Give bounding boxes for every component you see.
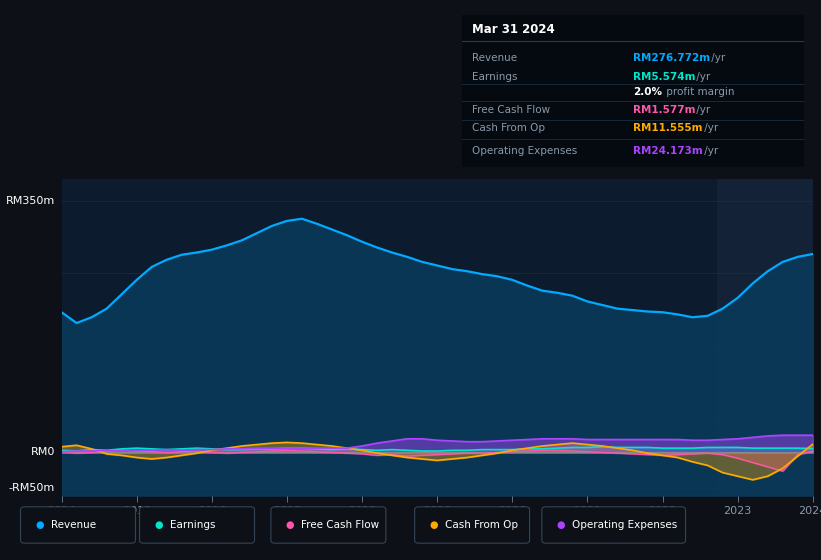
Text: Operating Expenses: Operating Expenses <box>472 146 577 156</box>
Text: Free Cash Flow: Free Cash Flow <box>472 105 550 115</box>
Text: Free Cash Flow: Free Cash Flow <box>301 520 379 530</box>
Text: RM350m: RM350m <box>6 196 55 206</box>
Text: RM0: RM0 <box>30 447 55 458</box>
Text: 2.0%: 2.0% <box>633 87 662 97</box>
Text: ●: ● <box>286 520 294 530</box>
Text: Mar 31 2024: Mar 31 2024 <box>472 23 555 36</box>
Text: /yr: /yr <box>700 146 718 156</box>
Text: ●: ● <box>35 520 44 530</box>
Text: RM276.772m: RM276.772m <box>633 53 710 63</box>
Text: RM5.574m: RM5.574m <box>633 72 695 82</box>
Text: /yr: /yr <box>693 105 710 115</box>
Bar <box>717 179 813 496</box>
Text: Earnings: Earnings <box>472 72 518 82</box>
Text: /yr: /yr <box>700 123 718 133</box>
Text: Revenue: Revenue <box>472 53 517 63</box>
Text: profit margin: profit margin <box>663 87 735 97</box>
Text: RM1.577m: RM1.577m <box>633 105 695 115</box>
Text: Earnings: Earnings <box>170 520 215 530</box>
Text: RM11.555m: RM11.555m <box>633 123 703 133</box>
Text: -RM50m: -RM50m <box>9 483 55 493</box>
Text: RM24.173m: RM24.173m <box>633 146 703 156</box>
Text: ●: ● <box>557 520 565 530</box>
Text: Operating Expenses: Operating Expenses <box>572 520 677 530</box>
Text: ●: ● <box>154 520 163 530</box>
Text: ●: ● <box>429 520 438 530</box>
Text: Cash From Op: Cash From Op <box>472 123 545 133</box>
Text: Cash From Op: Cash From Op <box>445 520 518 530</box>
Text: /yr: /yr <box>709 53 726 63</box>
Text: Revenue: Revenue <box>51 520 96 530</box>
Text: /yr: /yr <box>693 72 710 82</box>
